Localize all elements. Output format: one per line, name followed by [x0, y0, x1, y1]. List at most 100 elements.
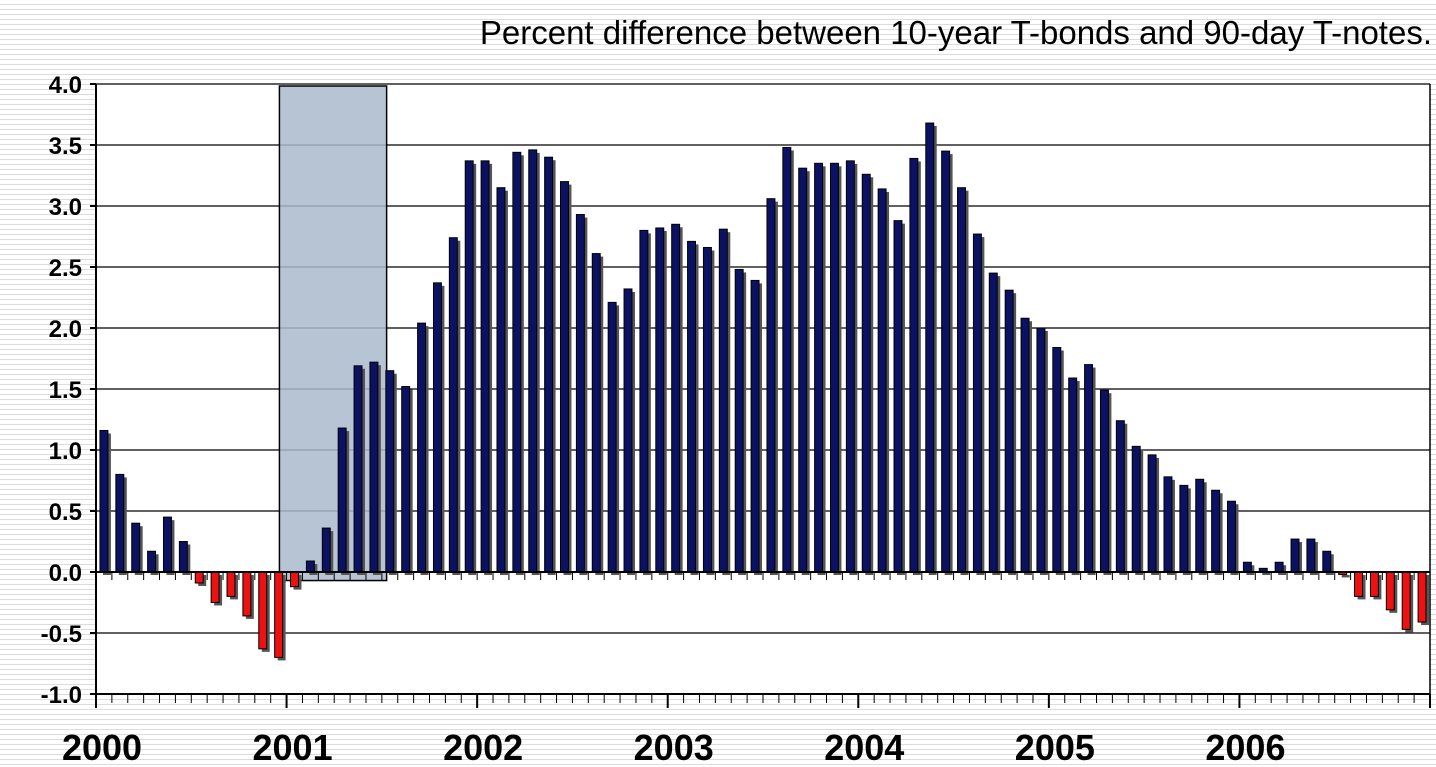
bar: [210, 571, 220, 603]
bar: [1084, 364, 1094, 573]
bar: [1274, 561, 1284, 573]
x-tick-label: 2005: [1015, 727, 1095, 767]
bar: [99, 429, 109, 573]
bar: [369, 361, 379, 573]
bar: [591, 253, 601, 573]
bar: [1195, 478, 1205, 573]
recession-shade: [278, 85, 388, 582]
bar: [1401, 571, 1411, 630]
bar: [178, 541, 188, 573]
bar: [1131, 445, 1141, 573]
bar: [560, 181, 569, 573]
bar: [1227, 500, 1236, 573]
bar: [718, 228, 728, 573]
x-tick-label: 2000: [62, 727, 142, 767]
y-tick-label: 3.5: [49, 133, 82, 160]
bar: [115, 473, 125, 573]
y-tick-label: -1.0: [41, 682, 82, 709]
y-tick-label: 2.5: [49, 255, 82, 282]
bar: [798, 167, 808, 573]
bar: [957, 187, 966, 573]
bar-shadow: [1262, 571, 1271, 575]
x-tick-label: 2004: [824, 727, 904, 767]
bar: [432, 282, 442, 573]
tick-labels: 4.0 3.5 3.0 2.5 2.0 1.5 1.0 0.5 0.0 -0.5 -1.0 2000 2…: [41, 72, 1286, 767]
bar: [941, 150, 951, 573]
y-tick-label: 2.0: [49, 316, 82, 343]
bar: [528, 149, 538, 573]
bar: [305, 560, 315, 573]
bar: [1322, 550, 1332, 573]
axes: [90, 83, 1431, 708]
bar: [464, 160, 474, 573]
bar: [1242, 561, 1252, 573]
bar: [512, 151, 522, 573]
bar: [909, 157, 919, 573]
bar: [417, 322, 427, 573]
bar: [750, 279, 760, 573]
bar: [702, 246, 712, 573]
bar: [337, 427, 347, 573]
bar: [861, 173, 871, 573]
bar: [274, 571, 284, 658]
x-tick-label: 2001: [253, 727, 333, 767]
bar: [1354, 571, 1364, 597]
x-tick-label: 2006: [1205, 727, 1285, 767]
bar: [639, 229, 649, 573]
bar: [782, 146, 792, 573]
bar: [925, 122, 935, 573]
bar: [258, 571, 268, 650]
bar: [655, 227, 665, 573]
bar: [623, 288, 633, 573]
bar: [1211, 489, 1221, 573]
bar: [385, 370, 395, 573]
bar: [480, 160, 490, 573]
x-tick-label: 2003: [634, 727, 714, 767]
bars: [99, 122, 1430, 661]
bar: [226, 571, 236, 597]
bar: [1099, 389, 1109, 573]
bar: [162, 516, 172, 573]
bar: [829, 162, 839, 573]
bar: [1036, 327, 1046, 573]
bar: [575, 214, 585, 573]
bar: [290, 571, 299, 588]
bar: [734, 268, 744, 573]
bar: [353, 365, 363, 573]
bar: [1068, 377, 1078, 573]
bar: [972, 233, 982, 573]
bar: [1163, 476, 1173, 573]
bar: [448, 237, 458, 573]
bar: [1020, 317, 1030, 573]
y-tick-label: 1.0: [49, 438, 82, 465]
bar: [1004, 289, 1014, 573]
y-tick-label: 3.0: [49, 194, 82, 221]
bar: [131, 522, 141, 573]
x-tick-label: 2002: [443, 727, 523, 767]
bar: [544, 156, 554, 573]
bar: [1417, 571, 1427, 623]
bar: [607, 301, 617, 573]
bar: [1306, 538, 1316, 573]
bar: [401, 386, 411, 573]
bar: [496, 187, 506, 573]
y-tick-label: 0.0: [49, 560, 82, 587]
bar: [877, 188, 887, 573]
chart-title: Percent difference between 10-year T-bon…: [479, 14, 1432, 51]
bar: [814, 162, 824, 573]
bar: [1052, 347, 1062, 573]
bar: [893, 220, 903, 573]
bar: [988, 272, 998, 573]
y-tick-label: 0.5: [49, 499, 82, 526]
bar: [242, 571, 252, 617]
y-tick-label: 1.5: [49, 377, 82, 404]
bar: [1385, 571, 1395, 611]
bar: [147, 550, 157, 573]
bar-shadow: [1341, 575, 1350, 578]
y-tick-label: 4.0: [49, 72, 82, 99]
bar: [687, 240, 697, 573]
bar: [1290, 538, 1300, 573]
bar: [1115, 420, 1125, 573]
bar: [671, 223, 681, 573]
